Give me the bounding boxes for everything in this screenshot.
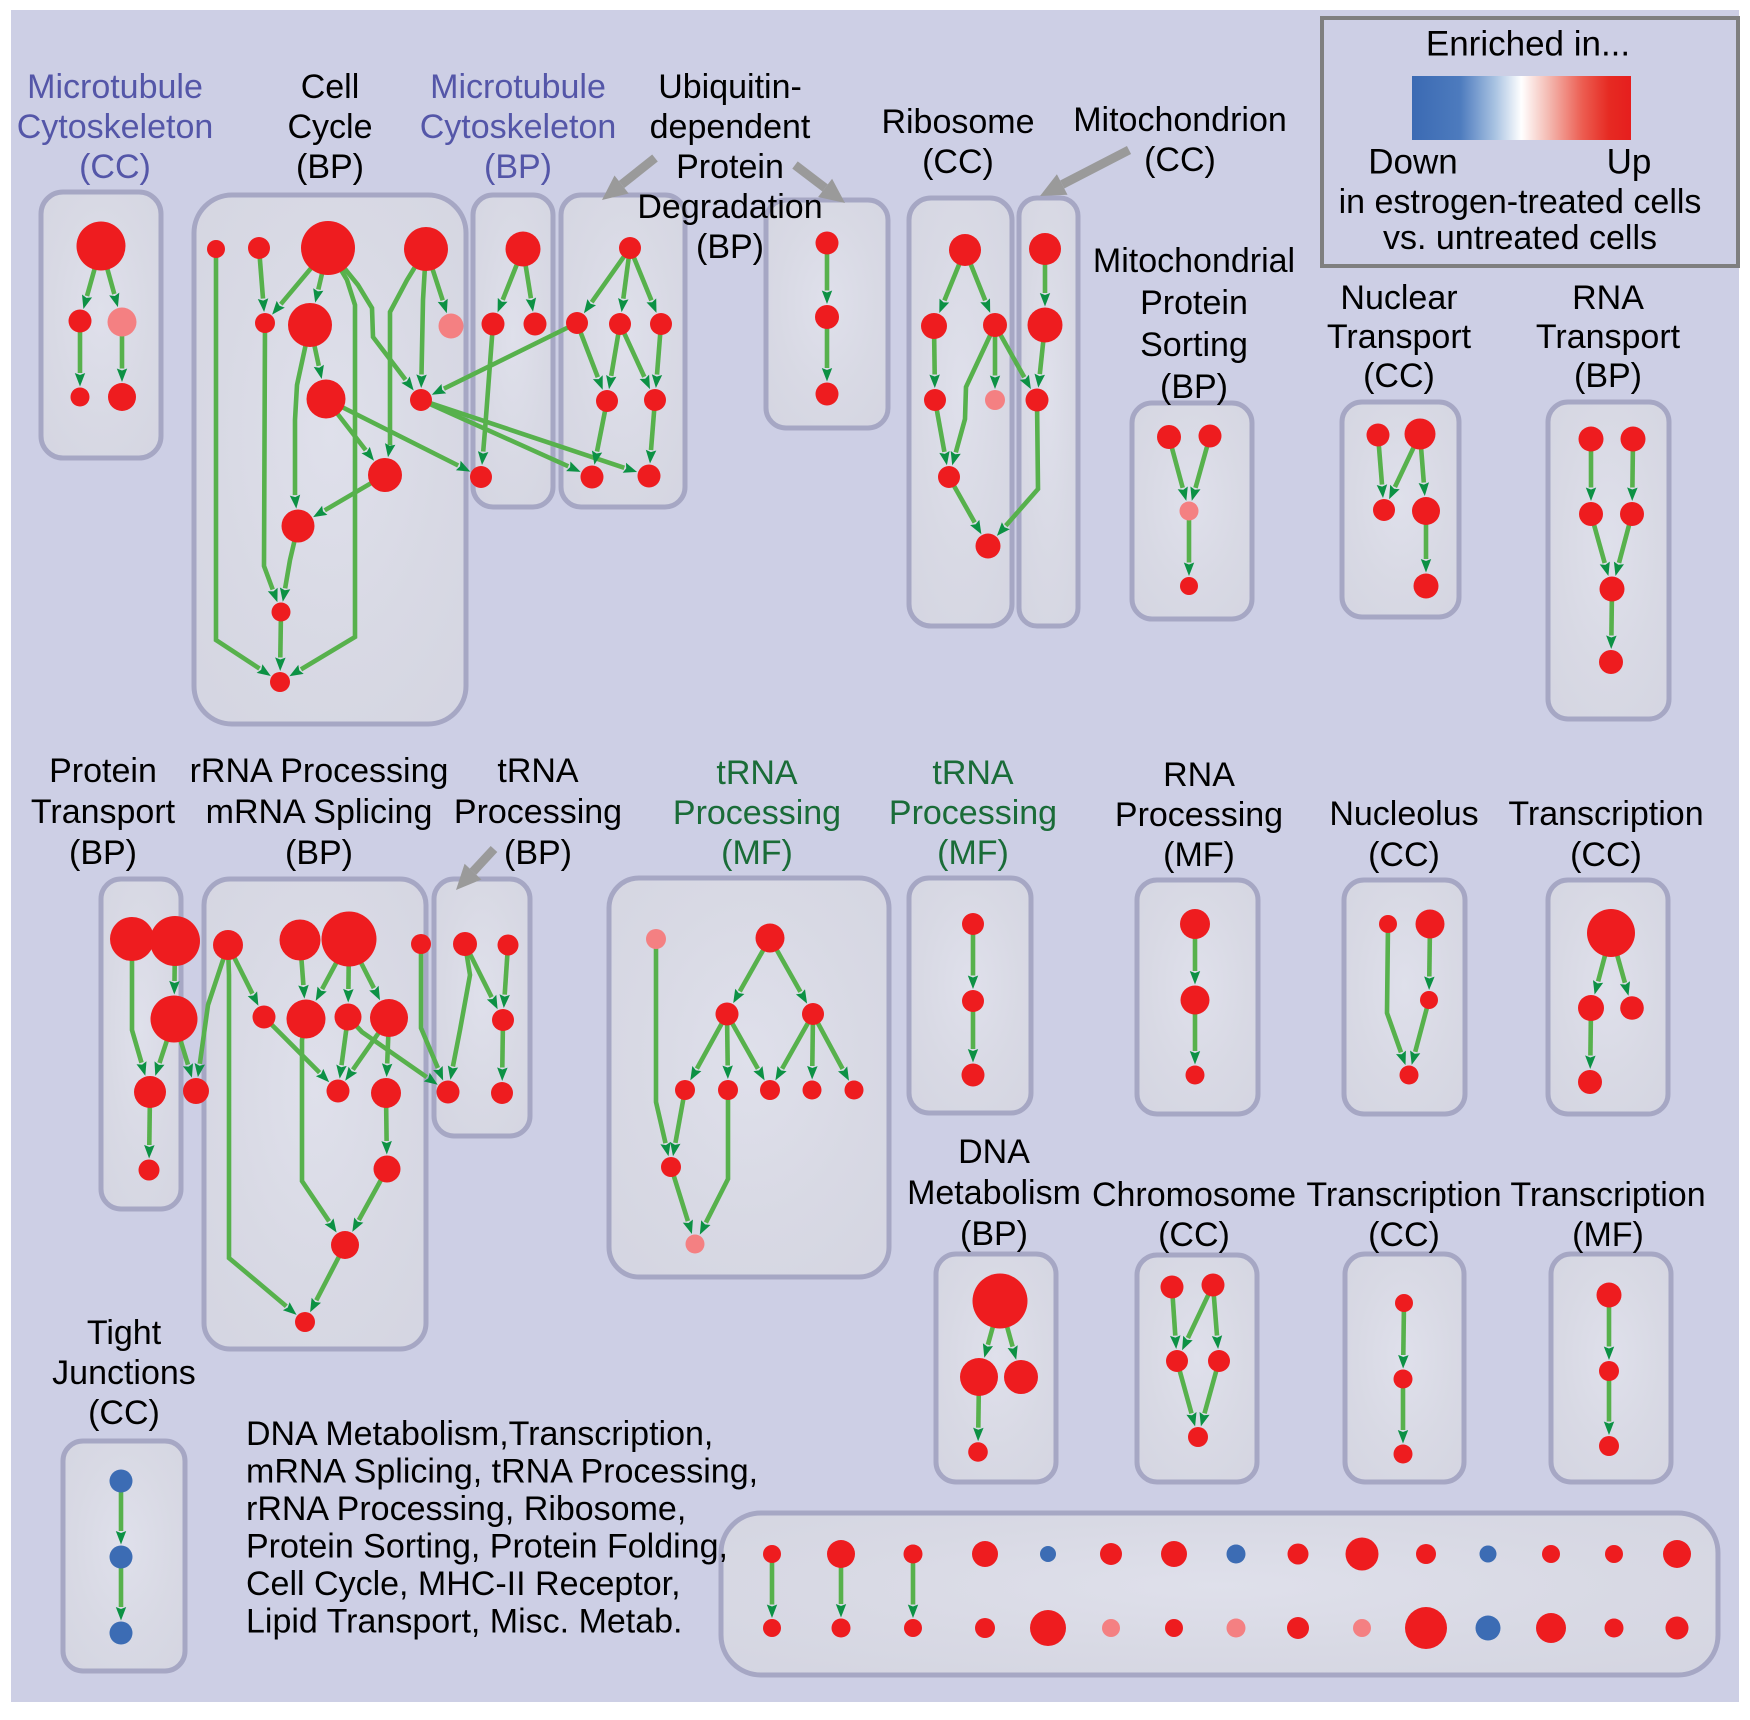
svg-text:(CC): (CC) [79,148,151,186]
svg-text:Metabolism: Metabolism [907,1174,1081,1212]
svg-text:Protein: Protein [49,752,157,790]
svg-text:Transcription: Transcription [1510,1176,1705,1214]
svg-text:Up: Up [1607,142,1652,181]
svg-text:(CC): (CC) [88,1394,160,1432]
svg-text:Down: Down [1368,142,1457,181]
svg-text:mRNA Splicing, tRNA Processing: mRNA Splicing, tRNA Processing, [246,1452,758,1490]
svg-text:(CC): (CC) [1363,357,1435,395]
svg-text:Cytoskeleton: Cytoskeleton [17,108,214,146]
svg-text:Ubiquitin-: Ubiquitin- [658,68,802,106]
svg-text:dependent: dependent [650,108,811,146]
svg-text:Transcription: Transcription [1306,1176,1501,1214]
svg-text:Processing: Processing [889,794,1057,832]
svg-text:RNA: RNA [1572,279,1644,317]
svg-text:(BP): (BP) [960,1215,1028,1253]
svg-text:Processing: Processing [454,793,622,831]
svg-text:(BP): (BP) [504,834,572,872]
svg-text:Nuclear: Nuclear [1340,279,1457,317]
svg-text:Nucleolus: Nucleolus [1329,795,1478,833]
svg-text:(BP): (BP) [1160,368,1228,406]
svg-text:Cell: Cell [301,68,360,106]
svg-text:(CC): (CC) [1158,1216,1230,1254]
svg-text:vs. untreated cells: vs. untreated cells [1383,219,1657,257]
svg-text:Microtubule: Microtubule [430,68,606,106]
svg-text:tRNA: tRNA [716,754,798,792]
svg-text:tRNA: tRNA [497,752,579,790]
svg-text:Ribosome: Ribosome [881,103,1034,141]
svg-text:(MF): (MF) [1572,1216,1644,1254]
svg-text:(BP): (BP) [1574,357,1642,395]
svg-text:Enriched in...: Enriched in... [1426,24,1630,63]
svg-text:Transcription: Transcription [1508,795,1703,833]
svg-text:mRNA Splicing: mRNA Splicing [206,793,433,831]
svg-text:Transport: Transport [1536,318,1681,356]
svg-text:Cell Cycle, MHC-II Receptor,: Cell Cycle, MHC-II Receptor, [246,1565,681,1603]
svg-text:Protein: Protein [1140,284,1248,322]
svg-text:Lipid Transport, Misc. Metab.: Lipid Transport, Misc. Metab. [246,1602,683,1640]
svg-text:Processing: Processing [673,794,841,832]
svg-text:Microtubule: Microtubule [27,68,203,106]
svg-text:Protein Sorting, Protein Foldi: Protein Sorting, Protein Folding, [246,1527,728,1565]
svg-text:Degradation: Degradation [637,188,822,226]
svg-text:DNA: DNA [958,1133,1030,1171]
svg-text:RNA: RNA [1163,756,1235,794]
svg-text:(CC): (CC) [1144,141,1216,179]
svg-text:Junctions: Junctions [52,1354,196,1392]
svg-text:(CC): (CC) [1570,836,1642,874]
svg-text:(CC): (CC) [922,143,994,181]
svg-text:Mitochondrion: Mitochondrion [1073,101,1287,139]
svg-text:(CC): (CC) [1368,1216,1440,1254]
svg-text:Sorting: Sorting [1140,326,1248,364]
svg-text:Cycle: Cycle [287,108,372,146]
svg-text:(BP): (BP) [285,834,353,872]
svg-text:(BP): (BP) [69,834,137,872]
svg-text:tRNA: tRNA [932,754,1014,792]
svg-text:in estrogen-treated cells: in estrogen-treated cells [1339,183,1702,221]
svg-text:(MF): (MF) [1163,836,1235,874]
svg-text:Transport: Transport [1327,318,1472,356]
svg-text:(MF): (MF) [721,834,793,872]
svg-text:Chromosome: Chromosome [1092,1176,1296,1214]
svg-text:(CC): (CC) [1368,836,1440,874]
svg-text:Tight: Tight [87,1314,162,1352]
svg-text:Protein: Protein [676,148,784,186]
svg-text:DNA Metabolism,Transcription,: DNA Metabolism,Transcription, [246,1415,713,1453]
svg-text:(BP): (BP) [484,148,552,186]
svg-text:(MF): (MF) [937,834,1009,872]
svg-text:Mitochondrial: Mitochondrial [1093,242,1295,280]
svg-text:(BP): (BP) [696,228,764,266]
svg-text:Processing: Processing [1115,796,1283,834]
svg-text:Cytoskeleton: Cytoskeleton [420,108,617,146]
svg-text:(BP): (BP) [296,148,364,186]
svg-text:rRNA Processing, Ribosome,: rRNA Processing, Ribosome, [246,1490,686,1528]
svg-text:Transport: Transport [31,793,176,831]
svg-text:rRNA Processing: rRNA Processing [190,752,449,790]
